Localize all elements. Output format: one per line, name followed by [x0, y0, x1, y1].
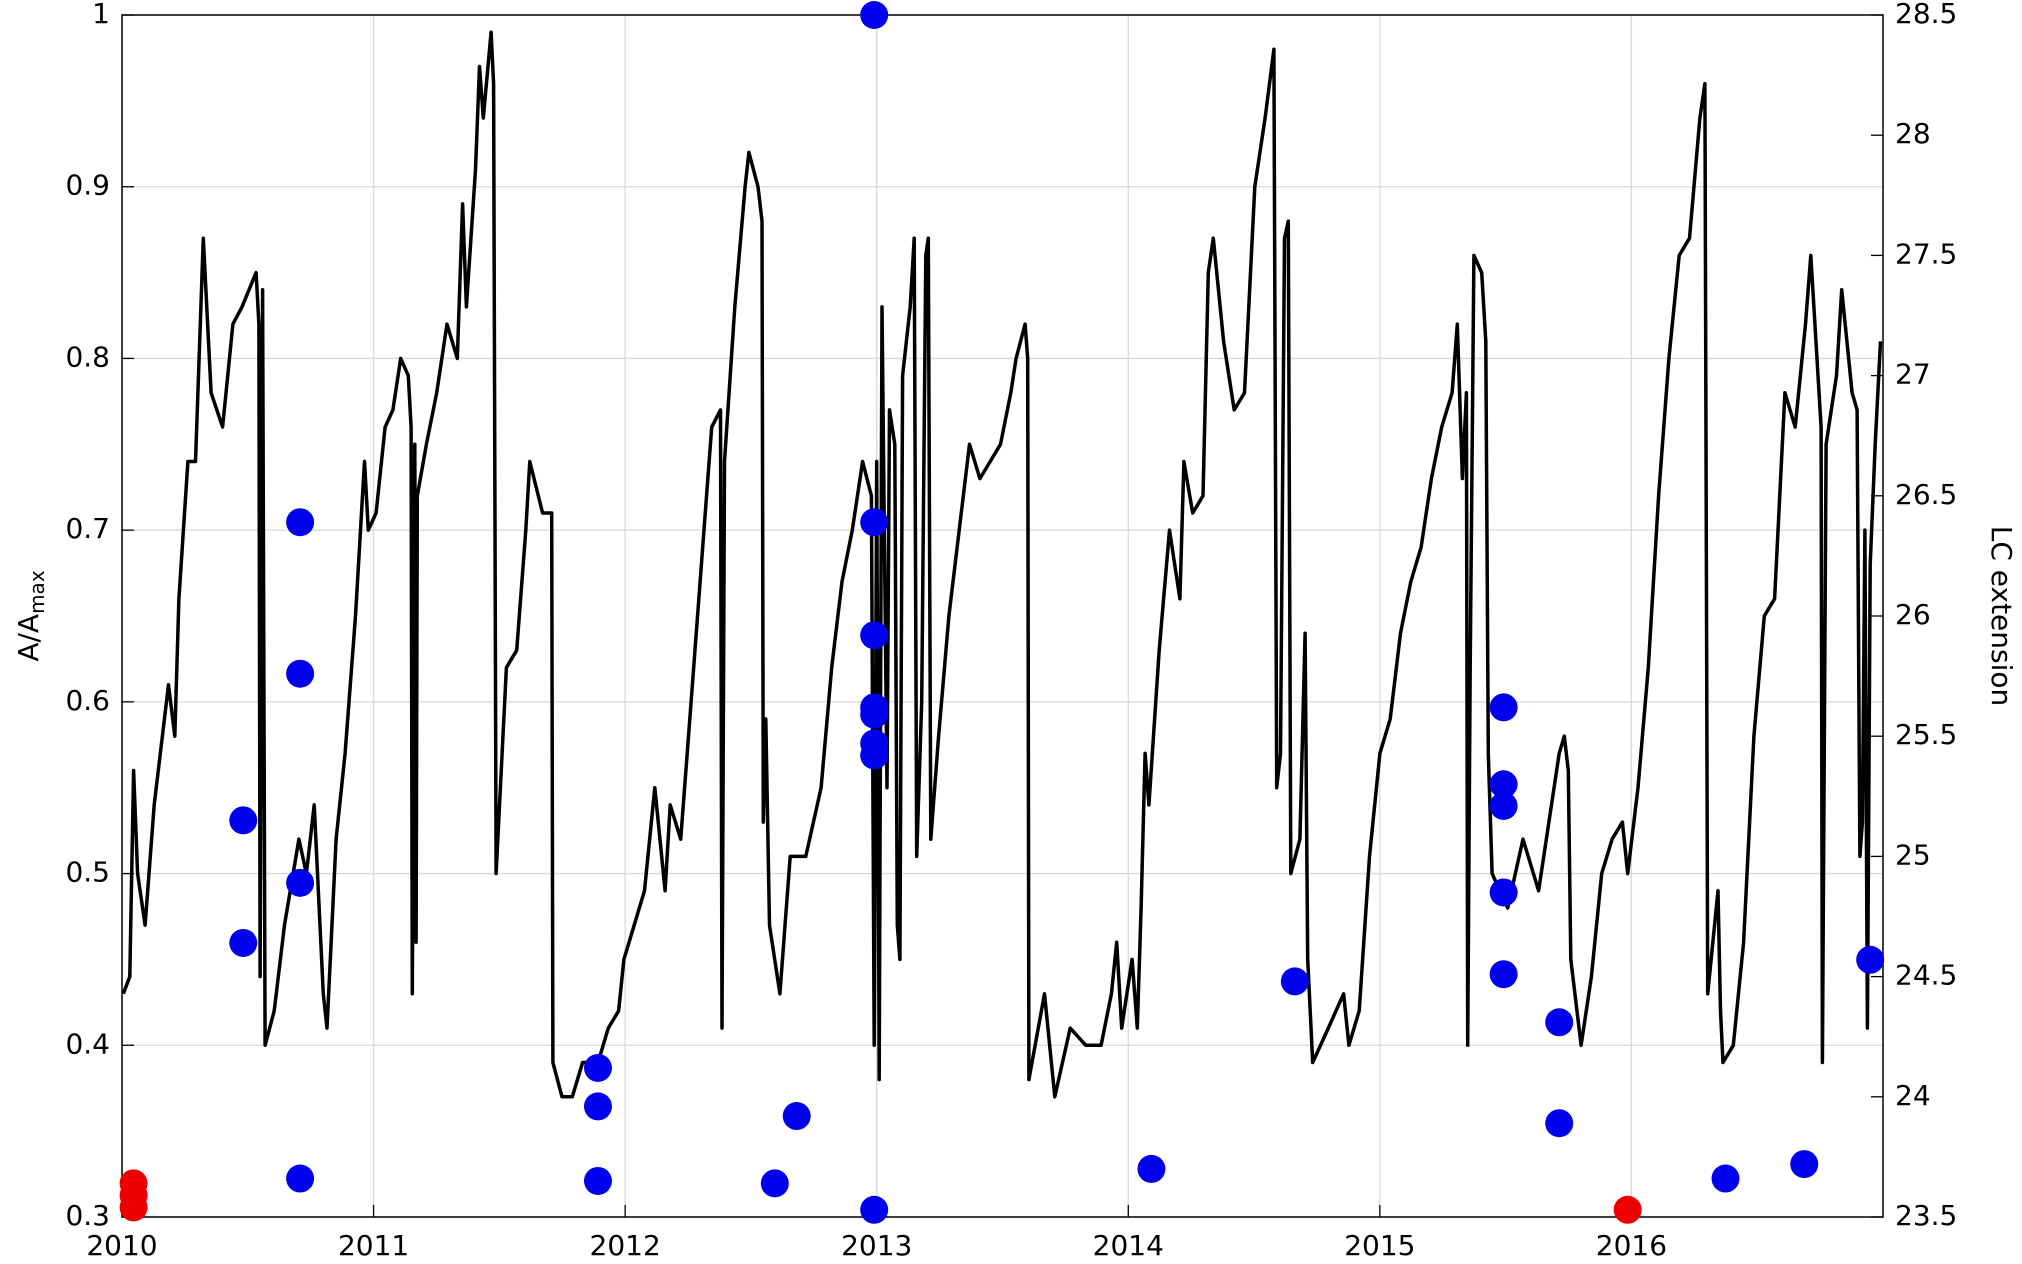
data-point — [860, 1, 889, 29]
y2-tick-label: 25 — [1895, 838, 1931, 871]
x-tick-label: 2010 — [86, 1229, 157, 1262]
data-point — [229, 806, 258, 835]
y-axis-label-subscript: max — [25, 570, 49, 614]
y2-tick-label: 26 — [1895, 598, 1931, 631]
y2-axis-label: LC extension — [1985, 526, 2018, 707]
data-point — [286, 868, 315, 897]
data-point — [1711, 1164, 1740, 1193]
data-point — [860, 700, 889, 729]
y-tick-label: 0.6 — [65, 684, 110, 717]
data-point — [286, 1164, 315, 1193]
y2-tick-label: 27 — [1895, 358, 1931, 391]
y-tick-label: 0.3 — [65, 1199, 110, 1232]
data-point — [286, 508, 315, 537]
data-point — [860, 508, 889, 537]
data-point — [782, 1102, 811, 1131]
data-point — [1137, 1154, 1166, 1183]
data-point — [860, 1195, 889, 1224]
x-tick-label: 2011 — [338, 1229, 409, 1262]
y-tick-label: 0.9 — [65, 169, 110, 202]
y2-tick-label: 28 — [1895, 117, 1931, 150]
data-point — [286, 659, 315, 688]
y-tick-label: 0.7 — [65, 512, 110, 545]
data-point — [1489, 693, 1518, 722]
y2-tick-label: 23.5 — [1895, 1199, 1957, 1232]
data-point — [583, 1166, 612, 1195]
data-point — [860, 741, 889, 770]
data-point — [1545, 1109, 1574, 1138]
y2-tick-label: 25.5 — [1895, 718, 1957, 751]
y-tick-label: 0.8 — [65, 340, 110, 373]
y-axis-label-main: A/A — [12, 614, 45, 662]
plot-frame — [121, 14, 1884, 1218]
x-tick-label: 2013 — [841, 1229, 912, 1262]
data-point — [1489, 791, 1518, 820]
data-point — [860, 621, 889, 650]
data-point — [1613, 1195, 1642, 1224]
data-point — [760, 1169, 789, 1198]
y-tick-label: 0.4 — [65, 1027, 110, 1060]
y-axis-label: A/Amax — [12, 570, 49, 661]
data-line — [121, 30, 1883, 1099]
data-point — [229, 928, 258, 957]
y2-tick-label: 27.5 — [1895, 237, 1957, 270]
y-tick-label: 0.5 — [65, 856, 110, 889]
x-tick-label: 2015 — [1344, 1229, 1415, 1262]
y-tick-label: 1 — [92, 0, 110, 30]
x-tick-label: 2014 — [1093, 1229, 1164, 1262]
x-tick-label: 2016 — [1596, 1229, 1667, 1262]
x-tick-label: 2012 — [590, 1229, 661, 1262]
y2-tick-label: 28.5 — [1895, 0, 1957, 30]
data-point — [1489, 960, 1518, 989]
data-point — [1489, 770, 1518, 799]
data-point — [1790, 1150, 1819, 1179]
data-point — [1280, 967, 1309, 996]
data-point — [119, 1193, 148, 1222]
data-point — [1489, 878, 1518, 907]
data-point — [1856, 945, 1885, 974]
y2-tick-label: 24 — [1895, 1079, 1931, 1112]
data-point — [583, 1092, 612, 1121]
data-point — [583, 1053, 612, 1082]
data-point — [1545, 1008, 1574, 1037]
y2-tick-label: 24.5 — [1895, 959, 1957, 992]
y2-tick-label: 26.5 — [1895, 478, 1957, 511]
